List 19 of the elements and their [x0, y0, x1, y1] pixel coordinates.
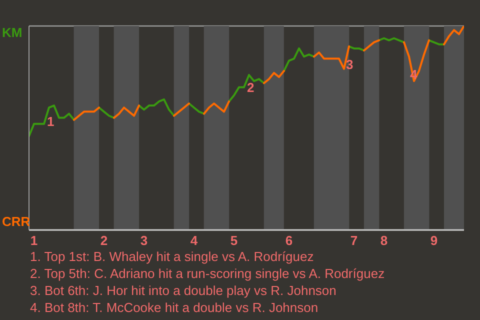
x-tick-label: 1 — [30, 233, 38, 248]
annotation: 4 — [410, 67, 418, 83]
text: 3. Bot 6th: J. Hor hit into a double play vs R. Johnson — [30, 282, 338, 299]
annotation: 1 — [47, 114, 54, 130]
x-tick-label: 8 — [380, 233, 388, 248]
text: KM — [2, 25, 22, 41]
annotation: 2 — [247, 80, 254, 96]
x-tick-label: 4 — [190, 233, 198, 248]
x-tick-label: 7 — [350, 233, 358, 248]
x-tick-label: 5 — [230, 233, 238, 248]
x-tick-label: 3 — [140, 233, 148, 248]
annotation: 3 — [346, 57, 354, 73]
text: 1. Top 1st: B. Whaley hit a single vs A. Rodríguez — [30, 248, 315, 265]
x-tick-label: 6 — [285, 233, 293, 248]
text: 4. Bot 8th: T. McCooke hit a double vs R. Johnson — [30, 299, 320, 316]
x-tick-label: 2 — [100, 233, 108, 248]
text: CRR — [2, 214, 30, 230]
x-tick-label: 9 — [430, 233, 438, 248]
text: 2. Top 5th: C. Adriano hit a run-scoring single vs A. Rodríguez — [30, 265, 385, 282]
